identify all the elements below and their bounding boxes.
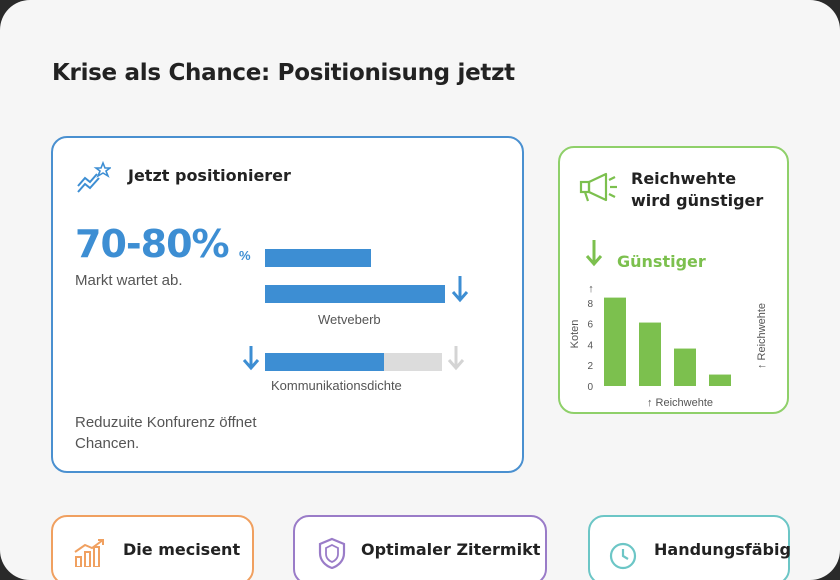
cheaper-label: Günstiger (617, 252, 706, 271)
reach-bar-chart: ↑ 0 2 4 6 8 Koten ↑ Reichwehte ↑ Reichwehte (569, 283, 768, 409)
arrow-down-icon (447, 346, 465, 371)
y-tick-label: 0 (587, 382, 593, 393)
clock-icon (609, 542, 637, 570)
positioning-card: Jetzt positionierer 70-80% % Markt warte… (51, 136, 524, 473)
percent-suffix: % (239, 248, 251, 263)
chart-bar (709, 374, 731, 386)
growth-chart-icon (74, 539, 104, 567)
y-tick-label: 8 (587, 299, 593, 310)
y-tick-label: 4 (587, 340, 593, 351)
y-tick-label: 2 (587, 361, 593, 372)
bottom-card-1-label: Die mecisent (123, 540, 241, 559)
y-axis-label: Koten (569, 320, 581, 349)
density-label: Kommunikationsdichte (271, 378, 402, 393)
chart-bar (639, 322, 661, 386)
market-waiting-text: Markt wartet ab. (75, 272, 183, 289)
megaphone-icon (579, 172, 617, 202)
bottom-card-3: Handungsfäbig (588, 515, 791, 580)
x-axis-label: ↑ Reichwehte (647, 397, 713, 409)
chart-bar (604, 297, 626, 386)
shield-icon (318, 537, 346, 569)
percent-range: 70-80% (75, 222, 230, 266)
bar-top (265, 249, 371, 267)
density-bar-fill (265, 353, 384, 371)
bar-competition (265, 285, 445, 303)
arrow-down-icon (451, 276, 469, 303)
reach-card: Reichwehte wird günstiger Günstiger ↑ 0 2 4… (558, 146, 789, 414)
competition-label: Wetveberb (318, 312, 381, 327)
y-tick-label: 6 (587, 320, 593, 331)
chart-bar (674, 348, 696, 386)
arrow-down-icon (585, 240, 603, 267)
positioning-heading: Jetzt positionierer (128, 166, 291, 185)
bottom-card-3-label: Handungsfäbig (654, 540, 791, 559)
y-axis-arrow: ↑ (588, 283, 594, 295)
arrow-down-icon (242, 346, 260, 371)
bottom-card-1: Die mecisent (51, 515, 254, 580)
reach-heading: Reichwehte wird günstiger (631, 169, 764, 210)
bottom-card-2-label: Optimaler Zitermikt (361, 540, 541, 559)
trend-star-icon (77, 160, 111, 193)
bottom-card-2: Optimaler Zitermikt (293, 515, 547, 580)
page-title: Krise als Chance: Positionisung jetzt (52, 60, 515, 86)
opportunity-text: Reduzuite Konfurenz öffnet Chancen. (75, 414, 257, 452)
right-axis-label: ↑ Reichwehte (756, 303, 768, 369)
